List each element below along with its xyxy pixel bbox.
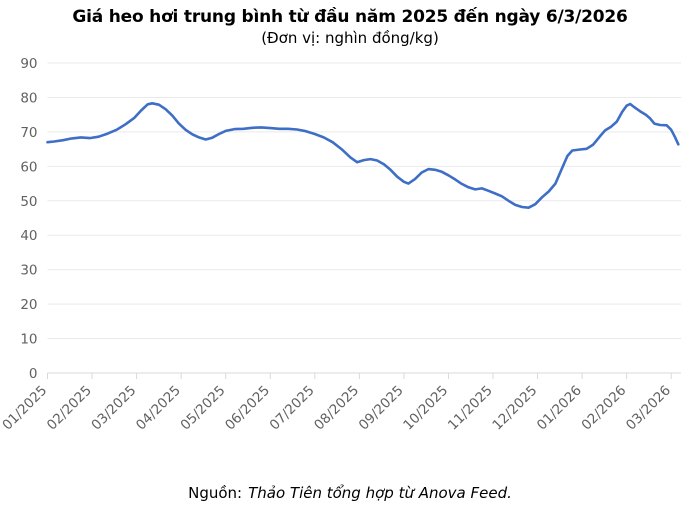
line-chart-area: 0 10 20 30 40 50 60 70 80 90 01/2025 02/2025 03/2025…	[0, 48, 700, 448]
y-tick-label: 80	[20, 90, 37, 106]
y-tick-label: 90	[20, 56, 37, 72]
source-text: Thảo Tiên tổng hợp từ Anova Feed.	[248, 484, 512, 502]
x-tick-label: 01/2025	[0, 383, 50, 434]
y-tick-label: 40	[20, 228, 37, 244]
x-tick-label: 03/2025	[88, 383, 139, 434]
y-tick-label: 20	[20, 297, 37, 313]
x-tick-label: 03/2026	[623, 383, 674, 434]
x-tick-label: 07/2025	[267, 383, 318, 434]
y-tick-label: 60	[20, 159, 37, 175]
x-tick-label: 11/2025	[445, 383, 496, 434]
y-tick-label: 70	[20, 125, 37, 141]
x-tick-label: 02/2026	[579, 383, 630, 434]
x-tick-label: 08/2025	[311, 383, 362, 434]
x-tick-label: 01/2026	[534, 383, 585, 434]
y-tick-label: 30	[20, 263, 37, 279]
chart-title: Giá heo hơi trung bình từ đầu năm 2025 đ…	[72, 7, 628, 27]
source-note: Nguồn: Thảo Tiên tổng hợp từ Anova Feed.	[0, 484, 700, 502]
price-line-chart: 0 10 20 30 40 50 60 70 80 90 01/202502/202503/2025…	[0, 56, 681, 434]
y-tick-label: 10	[20, 332, 37, 348]
x-tick-label: 04/2025	[133, 383, 184, 434]
x-tick-label: 05/2025	[178, 383, 229, 434]
y-tick-label: 0	[29, 366, 38, 382]
x-tick-label: 10/2025	[400, 383, 451, 434]
x-tick-label: 12/2025	[489, 383, 540, 434]
price-series-line	[46, 101, 680, 209]
source-label: Nguồn:	[188, 484, 243, 502]
y-tick-label: 50	[20, 194, 37, 210]
x-tick-label: 06/2025	[222, 383, 273, 434]
x-tick-label: 02/2025	[44, 383, 95, 434]
chart-subtitle: (Đơn vị: nghìn đồng/kg)	[261, 29, 439, 48]
x-tick-label: 09/2025	[356, 383, 407, 434]
